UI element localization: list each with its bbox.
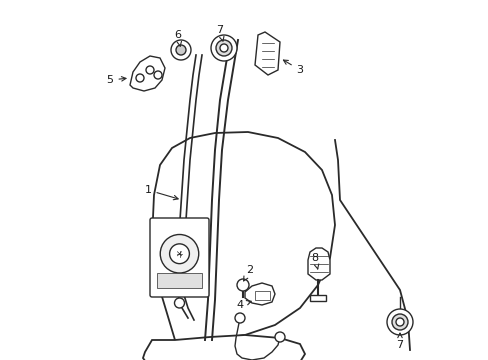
Bar	[309, 295, 325, 301]
Circle shape	[176, 45, 185, 55]
Circle shape	[210, 35, 237, 61]
Polygon shape	[307, 248, 329, 280]
Text: 4: 4	[236, 300, 251, 310]
Polygon shape	[142, 335, 305, 360]
Text: 6: 6	[174, 30, 181, 46]
Circle shape	[220, 44, 227, 52]
Bar	[254, 291, 269, 300]
Text: 7: 7	[216, 25, 224, 41]
Circle shape	[169, 244, 189, 264]
Polygon shape	[244, 283, 274, 305]
Text: 2: 2	[243, 265, 253, 281]
Circle shape	[146, 66, 154, 74]
Circle shape	[237, 279, 248, 291]
Text: 1: 1	[144, 185, 178, 200]
Bar	[157, 273, 202, 288]
FancyBboxPatch shape	[150, 218, 208, 297]
Text: 5: 5	[106, 75, 126, 85]
Circle shape	[274, 332, 285, 342]
Circle shape	[174, 298, 184, 308]
Polygon shape	[254, 32, 280, 75]
Circle shape	[160, 234, 198, 273]
Circle shape	[171, 40, 191, 60]
Polygon shape	[130, 56, 164, 91]
Text: 7: 7	[396, 333, 403, 350]
Circle shape	[235, 313, 244, 323]
Text: 3: 3	[283, 60, 303, 75]
Circle shape	[386, 309, 412, 335]
Circle shape	[216, 40, 231, 56]
Text: 8: 8	[311, 253, 318, 269]
Circle shape	[391, 314, 407, 330]
Circle shape	[154, 71, 162, 79]
Polygon shape	[152, 132, 334, 340]
Circle shape	[136, 74, 143, 82]
Circle shape	[395, 318, 403, 326]
